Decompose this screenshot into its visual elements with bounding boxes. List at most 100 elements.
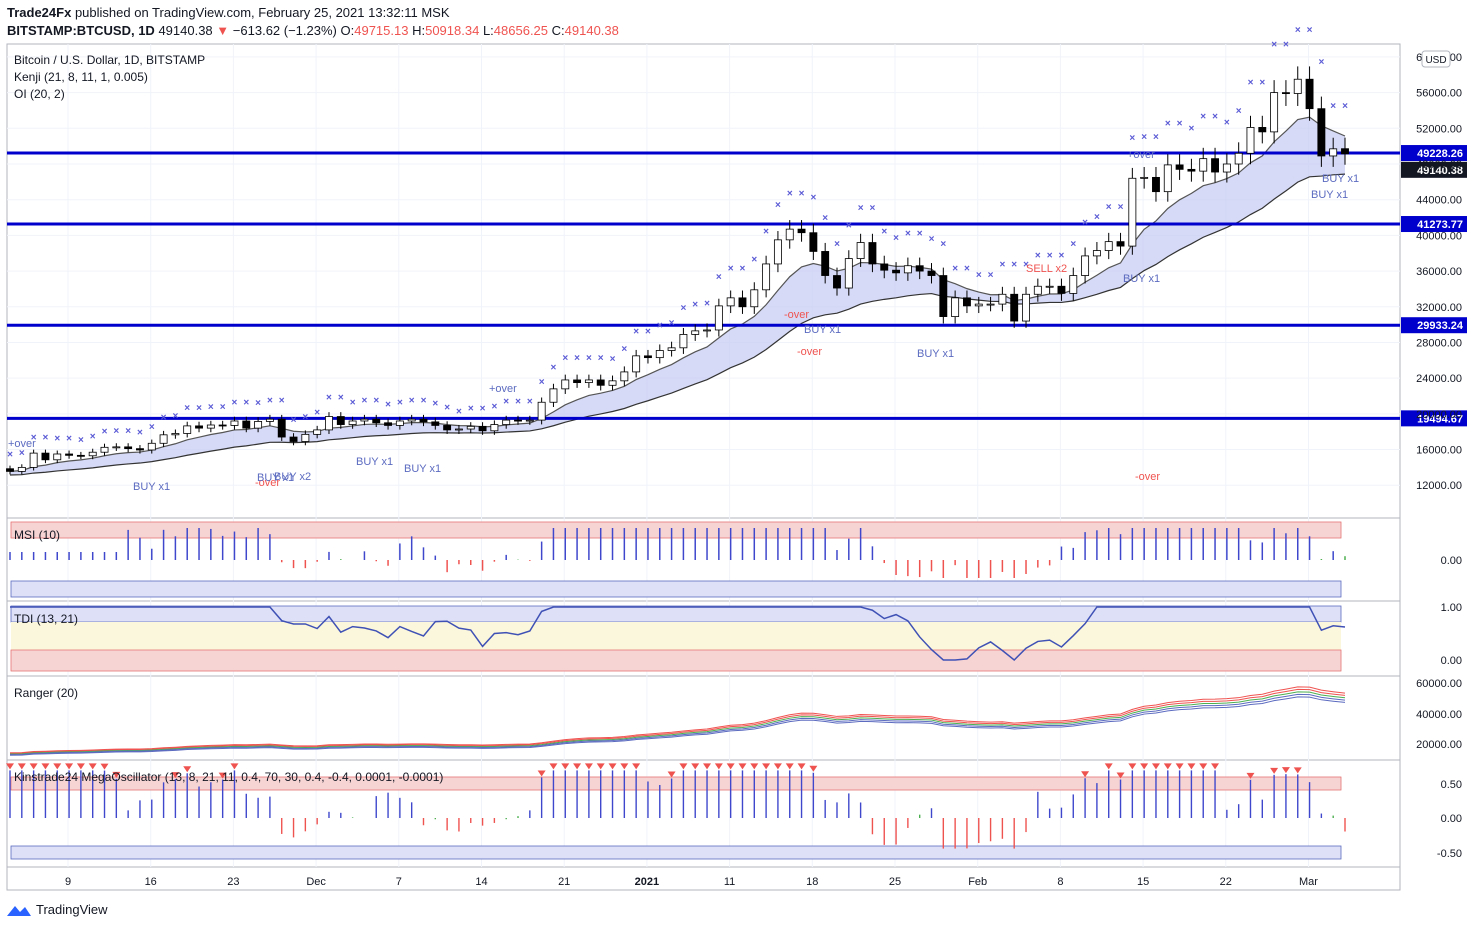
mega-sell-marker (1163, 763, 1172, 770)
level-label: 41273.77 (1417, 219, 1463, 231)
candle-body (1163, 164, 1172, 193)
mega-sell-marker (561, 763, 570, 770)
mega-sell-marker (1104, 763, 1113, 770)
signal-label: BUY x2 (274, 471, 311, 483)
mega-sell-marker (620, 763, 629, 770)
candle-body (348, 420, 357, 425)
time-tick-label: 21 (558, 876, 570, 888)
candle-body (1104, 241, 1113, 251)
candle-body (136, 448, 144, 451)
signal-label: -over (1135, 471, 1160, 483)
mega-sell-marker (573, 763, 582, 770)
mega-sell-marker (1175, 763, 1184, 770)
candle-body (325, 416, 333, 431)
candle-body (915, 265, 924, 272)
stop-cross-marker: × (1212, 112, 1218, 123)
price-tick-label: 52000.00 (1416, 123, 1462, 135)
mega-sell-marker (65, 763, 74, 770)
time-tick-label: 14 (475, 876, 487, 888)
mega-title: Kinstrade24 MegaOscillator (13, 8, 21, 1… (14, 770, 443, 784)
time-tick-label: 16 (145, 876, 157, 888)
ranger-line (9, 691, 1346, 755)
horizontal-levels: 49228.26 41273.77 29933.24 19494.67 49140.38 (7, 145, 1467, 427)
mega-sell-marker (1128, 763, 1137, 770)
time-tick-label: 8 (1057, 876, 1063, 888)
tradingview-brand[interactable]: TradingView (7, 902, 108, 917)
stop-cross-marker: × (846, 221, 852, 232)
mega-sell-marker (750, 763, 759, 770)
mega-sell-marker (762, 763, 771, 770)
tdi-line (10, 606, 1346, 662)
stop-cross-marker: × (905, 228, 911, 239)
mega-sell-marker (1281, 767, 1290, 774)
msi-title: MSI (10) (14, 528, 60, 542)
stop-cross-marker: × (1330, 101, 1336, 112)
stop-cross-marker: × (1118, 202, 1124, 213)
mega-tick-label: -0.50 (1437, 848, 1462, 860)
publisher-name: Trade24Fx (7, 5, 72, 20)
candle-body (1281, 92, 1290, 95)
candle-body (868, 242, 877, 265)
mega-tick-label: 0.00 (1441, 813, 1462, 825)
mega-sell-marker (1140, 763, 1149, 770)
price-tick-label: 24000.00 (1416, 373, 1462, 385)
candle-body (1246, 127, 1255, 154)
chart-header: Trade24Fx published on TradingView.com, … (7, 4, 619, 40)
legend-kenji: Kenji (21, 8, 11, 1, 0.005) (14, 70, 148, 84)
stop-cross-marker: × (19, 448, 25, 459)
candle-body (1175, 164, 1184, 170)
candle-body (1317, 108, 1326, 157)
stop-cross-marker: × (586, 353, 592, 364)
candle-body (821, 251, 830, 276)
candle-body (65, 453, 74, 456)
mega-sell-marker (1116, 772, 1125, 779)
mega-sell-marker (1270, 767, 1279, 774)
price-tick-label: 36000.00 (1416, 266, 1462, 278)
candle-body (986, 303, 995, 306)
candle-body (963, 297, 971, 307)
mega-lower-zone (10, 845, 1342, 860)
candles (6, 66, 1349, 475)
tdi-title: TDI (13, 21) (14, 612, 78, 626)
candle-body (1045, 285, 1054, 288)
price-axis: 60000.00 56000.00 52000.00 48000.00 44000.00… (1416, 52, 1462, 860)
candle-body (1081, 255, 1090, 276)
stop-cross-marker: × (657, 321, 663, 332)
stop-cross-marker: × (1307, 25, 1313, 36)
currency-badge[interactable] (1421, 50, 1451, 68)
level-label-box (1401, 145, 1467, 162)
tdi-lower-zone (10, 649, 1342, 672)
ranger-line (9, 686, 1346, 754)
stop-cross-marker: × (870, 203, 876, 214)
mega-sell-marker (17, 763, 26, 770)
stop-cross-marker: × (43, 433, 49, 444)
price-tick-label: 40000.00 (1416, 230, 1462, 242)
candle-body (608, 380, 617, 386)
signal-label: SELL x2 (1026, 263, 1067, 275)
down-arrow-icon: ▼ (216, 23, 230, 38)
mega-sell-marker (809, 765, 818, 772)
candle-body (620, 371, 629, 382)
stop-cross-marker: × (232, 398, 238, 409)
stop-cross-marker: × (669, 318, 675, 329)
stop-cross-marker: × (680, 303, 686, 314)
mega-sell-marker (584, 763, 593, 770)
stop-cross-marker: × (338, 393, 344, 404)
candle-body (1033, 285, 1042, 295)
mega-sell-marker (183, 766, 192, 773)
time-tick-label: 9 (65, 876, 71, 888)
mega-sell-marker (1293, 767, 1302, 774)
candle-body (951, 297, 960, 317)
candle-body (1116, 241, 1125, 247)
candle-body (277, 418, 286, 438)
candle-body (833, 275, 841, 289)
candle-body (17, 466, 26, 472)
stop-markers: × × × × × × × × × × × × × × × × × × × × × × × × × × × × × × × × × × × × × × × ×… (7, 25, 1348, 461)
mega-sell-marker (112, 771, 121, 778)
mega-sell-marker (1199, 763, 1208, 770)
time-tick-label: 7 (396, 876, 402, 888)
candle-body (750, 289, 759, 308)
mega-tick-label: 0.50 (1441, 779, 1462, 791)
